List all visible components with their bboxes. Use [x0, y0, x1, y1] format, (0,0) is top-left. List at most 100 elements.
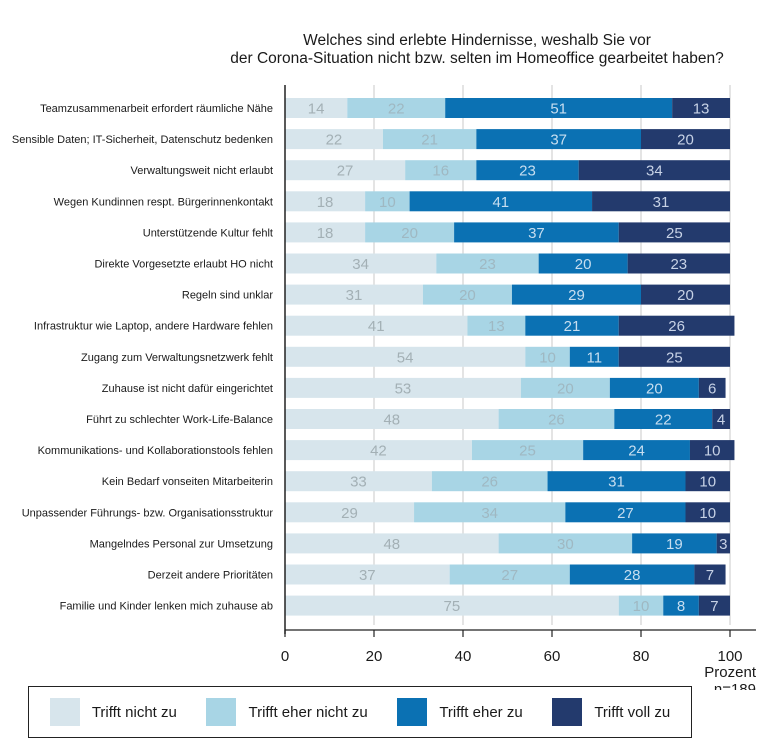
bar-segment [689, 440, 735, 461]
x-tick-label: 20 [366, 648, 383, 665]
bar-segment [592, 191, 730, 212]
category-label: Direkte Vorgesetzte erlaubt HO nicht [94, 259, 273, 271]
data-label: 11 [586, 349, 602, 366]
category-label: Teamzusammenarbeit erfordert räumliche N… [40, 103, 273, 115]
bar-segment [525, 346, 570, 367]
category-label: Derzeit andere Prioritäten [148, 570, 273, 582]
data-label: 10 [633, 598, 650, 615]
data-label: 10 [699, 505, 716, 522]
bar-segment [454, 222, 619, 243]
data-label: 18 [317, 225, 334, 242]
legend-swatch [397, 698, 428, 726]
data-label: 21 [564, 318, 581, 335]
data-label: 29 [568, 287, 585, 304]
bar-segment [285, 502, 415, 523]
data-label: 37 [528, 225, 545, 242]
data-label: 20 [646, 380, 663, 397]
bar-segment [285, 315, 468, 336]
bar-segment [618, 595, 664, 616]
legend-swatch [206, 698, 237, 726]
bar-segment [498, 533, 633, 554]
bar-segment [498, 409, 615, 429]
data-label: 14 [308, 101, 325, 118]
data-label: 20 [459, 287, 476, 304]
data-label: 16 [432, 163, 449, 180]
bar-segment [520, 377, 610, 398]
bar-segment [382, 129, 477, 150]
chart-title-line-1: Welches sind erlebte Hindernisse, weshal… [303, 32, 651, 49]
bar-segment [712, 409, 730, 429]
legend: Trifft nicht zu Trifft eher nicht zu Tri… [28, 686, 692, 738]
data-label: 54 [397, 349, 414, 366]
bar-segment [614, 409, 713, 429]
data-label: 48 [383, 412, 400, 429]
bar-segment [285, 129, 383, 150]
data-label: 20 [677, 132, 694, 149]
data-label: 21 [421, 132, 438, 149]
bar-segment [445, 98, 673, 118]
legend-item-trifft-nicht-zu: Trifft nicht zu [49, 698, 177, 726]
bar-segment [285, 222, 366, 243]
bar-segment [285, 440, 472, 461]
data-label: 7 [706, 567, 714, 584]
legend-item-trifft-eher-zu: Trifft eher zu [397, 698, 523, 726]
bar-segment [285, 564, 450, 585]
data-label: 37 [359, 567, 376, 584]
data-label: 13 [488, 318, 505, 335]
category-label: Zugang zum Verwaltungsnetzwerk fehlt [81, 352, 273, 364]
bar-segment [285, 98, 348, 118]
data-label: 27 [501, 567, 518, 584]
data-label: 6 [708, 380, 716, 397]
data-label: 22 [655, 412, 672, 429]
data-label: 24 [628, 443, 645, 460]
data-label: 10 [539, 349, 556, 366]
bar-segment [414, 502, 566, 523]
data-label: 20 [575, 256, 592, 273]
bar-segment [565, 502, 686, 523]
legend-label: Trifft eher nicht zu [248, 703, 368, 721]
bar-segment [578, 160, 730, 181]
data-label: 25 [666, 225, 683, 242]
bar-segment [618, 346, 730, 367]
data-label: 7 [710, 598, 718, 615]
data-label: 41 [492, 194, 509, 211]
bar-segment [538, 253, 628, 274]
category-label: Unpassender Führungs- bzw. Organisations… [22, 507, 274, 519]
data-label: 53 [395, 380, 412, 397]
category-label: Zuhause ist nicht dafür eingerichtet [102, 383, 273, 395]
data-label: 19 [666, 536, 683, 553]
sample-size-note: n=189 [714, 681, 756, 690]
category-label: Familie und Kinder lenken mich zuhause a… [60, 601, 273, 613]
data-label: 51 [550, 101, 567, 118]
bar-segment [618, 315, 735, 336]
data-label: 34 [481, 505, 498, 522]
data-label: 75 [444, 598, 461, 615]
bar-segment [641, 129, 730, 150]
data-label: 23 [670, 256, 687, 273]
legend-item-trifft-eher-nicht-zu: Trifft eher nicht zu [206, 698, 368, 726]
data-label: 8 [677, 598, 685, 615]
bar-segment [569, 564, 695, 585]
bar-segment [365, 222, 455, 243]
data-label: 29 [341, 505, 358, 522]
category-label: Kommunikations- und Kollaborationstools … [38, 445, 273, 457]
bar-segment [609, 377, 699, 398]
x-tick-label: 100 [717, 648, 742, 665]
stacked-bar-chart: Welches sind erlebte Hindernisse, weshal… [12, 32, 757, 690]
data-label: 27 [617, 505, 634, 522]
x-tick-label: 80 [633, 648, 650, 665]
bar-segment [547, 471, 686, 492]
data-label: 30 [557, 536, 574, 553]
x-axis: 0 20 40 60 80 100 [281, 85, 756, 665]
category-label: Wegen Kundinnen respt. Bürgerinnenkontak… [54, 196, 273, 208]
data-label: 18 [317, 194, 334, 211]
bar-segment [422, 284, 512, 305]
legend-label: Trifft nicht zu [91, 703, 177, 721]
data-label: 23 [479, 256, 496, 273]
bar-segment [716, 533, 730, 554]
legend-swatch [552, 698, 583, 726]
data-label: 10 [704, 443, 721, 460]
data-label: 25 [519, 443, 536, 460]
bar-segment [525, 315, 619, 336]
category-label: Sensible Daten; IT-Sicherheit, Datenschu… [12, 134, 273, 146]
